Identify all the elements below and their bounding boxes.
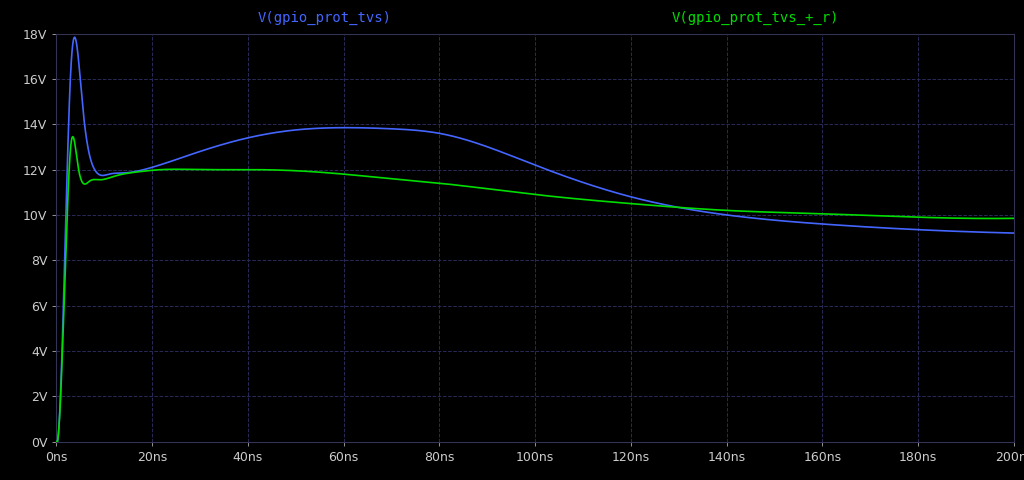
Text: V(gpio_prot_tvs_+_r): V(gpio_prot_tvs_+_r) [672, 12, 839, 25]
Text: V(gpio_prot_tvs): V(gpio_prot_tvs) [257, 12, 391, 25]
